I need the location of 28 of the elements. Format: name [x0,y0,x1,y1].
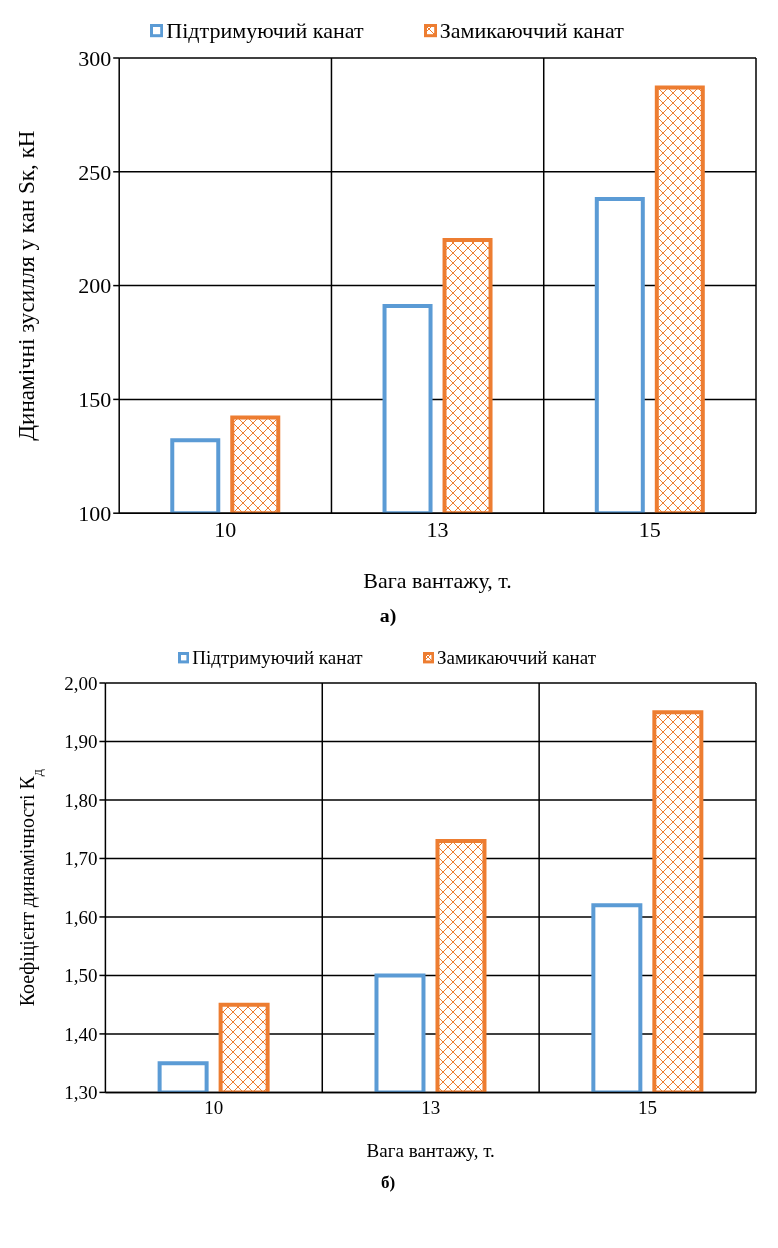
x-tick-label: 10 [204,1096,224,1118]
y-tick-label: 1,50 [64,965,98,987]
legend-label: Замикаюччий канат [436,647,597,669]
y-tick-label: 1,60 [64,906,98,928]
x-tick-label: 13 [421,1096,441,1118]
x-axis-title: Вага вантажу, т. [363,568,512,593]
y-tick-label: 250 [78,159,112,185]
y-tick-label: 1,70 [64,848,98,870]
text: б) [379,1173,397,1193]
legend-label: Замикаюччий канат [438,18,624,44]
y-axis-title: Динамічні зусилля у кан Sк, кН [13,130,39,441]
x-tick-label: 13 [426,516,449,542]
y-tick-label: 1,90 [64,731,98,753]
legend-label: Підтримуючий канат [191,647,363,669]
x-tick-label: 10 [214,516,237,542]
y-tick-label: 1,40 [64,1023,98,1045]
y-tick-label: 200 [78,273,112,299]
legend-label: Підтримуючий канат [165,18,364,44]
y-tick-label: 1,30 [64,1082,98,1104]
text: а) [378,604,398,627]
x-tick-label: 15 [638,1096,658,1118]
x-tick-label: 15 [638,516,661,542]
y-tick-label: 150 [78,387,112,413]
y-tick-label: 2,00 [64,672,98,694]
y-tick-label: 100 [78,501,112,527]
y-tick-label: 300 [78,45,112,71]
y-tick-label: 1,80 [64,789,98,811]
x-axis-title: Вага вантажу, т. [366,1140,495,1161]
